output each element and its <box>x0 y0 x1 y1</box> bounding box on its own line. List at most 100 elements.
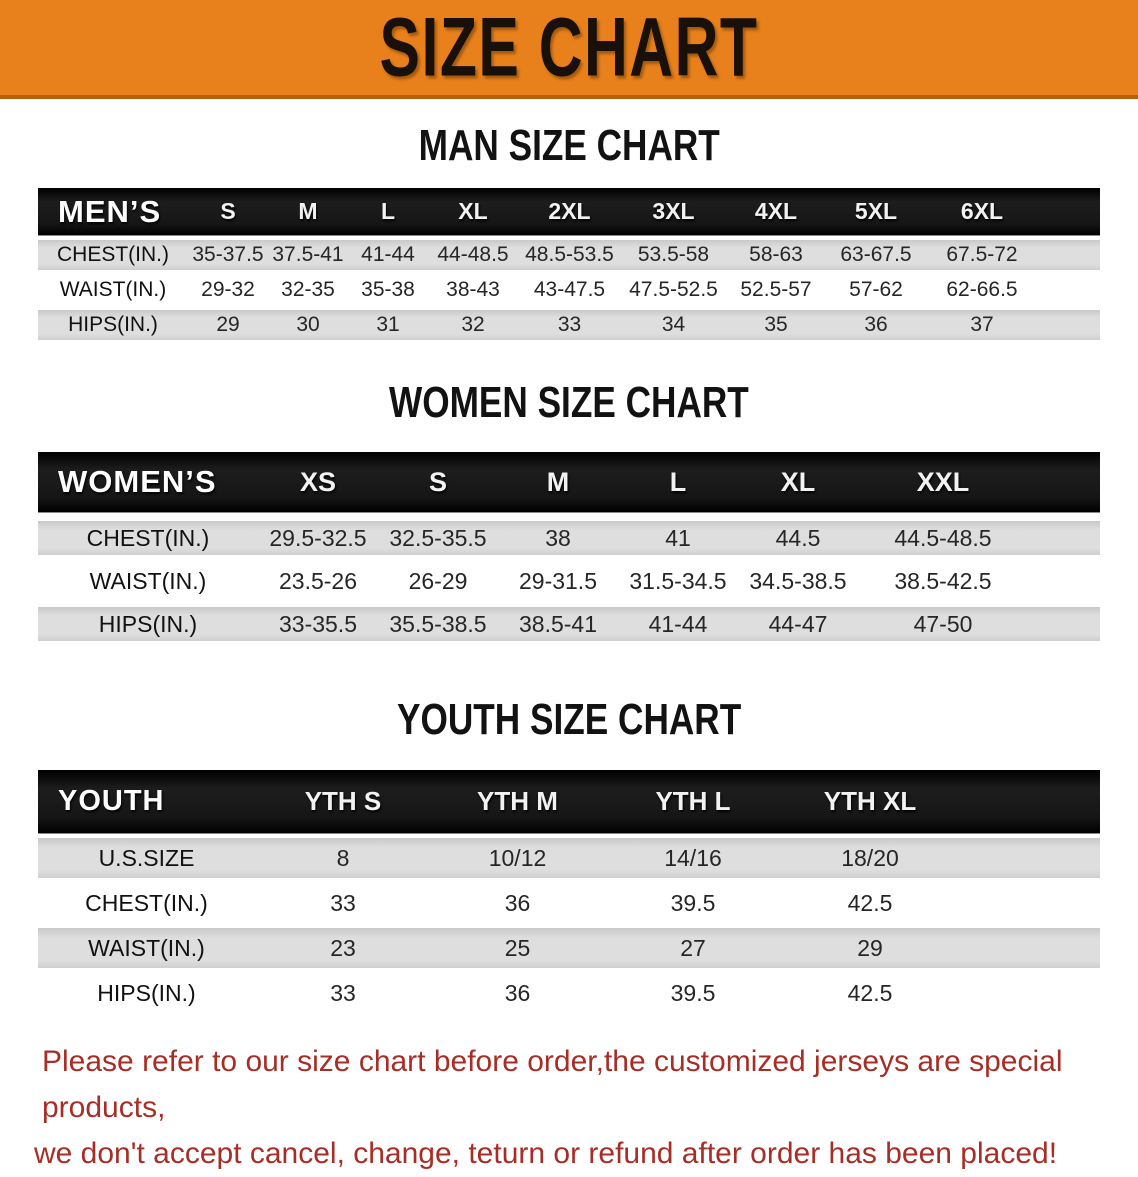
cell-value: 44.5 <box>775 524 821 551</box>
cell-value: 38.5-42.5 <box>894 567 992 594</box>
table-row: WAIST(IN.) 23 25 27 29 <box>38 928 1100 968</box>
women-size-section: WOMEN SIZE CHART WOMEN’S XS S M L XL XXL CHEST… <box>0 381 1138 641</box>
cell-value: 36 <box>864 313 888 336</box>
size-column-header: XXL <box>916 466 970 497</box>
size-column-header: XL <box>458 198 488 224</box>
cell-value: 38.5-41 <box>518 610 597 637</box>
cell-value: 29-31.5 <box>518 567 597 594</box>
cell-value: 26-29 <box>408 567 468 594</box>
table-title-label: WOMEN’S <box>58 464 217 499</box>
cell-value: 30 <box>296 313 320 336</box>
cell-value: 32-35 <box>281 278 335 301</box>
cell-value: 33 <box>330 889 356 916</box>
youth-table-header-bar: YOUTH YTH S YTH M YTH L YTH XL <box>38 770 1100 833</box>
cell-value: 67.5-72 <box>946 243 1018 266</box>
size-column-header: YTH M <box>477 786 558 816</box>
banner-title: SIZE CHART <box>379 0 759 94</box>
cell-value: 44-48.5 <box>437 243 509 266</box>
table-row: U.S.SIZE 8 10/12 14/16 18/20 <box>38 838 1100 878</box>
row-label: WAIST(IN.) <box>89 567 207 594</box>
size-column-header: S <box>428 466 447 497</box>
youth-section-heading: YOUTH SIZE CHART <box>0 698 1138 742</box>
men-section-heading-text: MAN SIZE CHART <box>418 121 720 170</box>
cell-value: 42.5 <box>847 889 893 916</box>
row-label: CHEST(IN.) <box>57 243 169 266</box>
women-size-table: WOMEN’S XS S M L XL XXL CHEST(IN.) 29.5-32.5 32.… <box>38 452 1100 641</box>
cell-value: 37.5-41 <box>272 243 344 266</box>
cell-value: 23.5-26 <box>278 567 357 594</box>
size-column-header: YTH XL <box>823 786 917 816</box>
cell-value: 35-37.5 <box>192 243 264 266</box>
women-section-heading-text: WOMEN SIZE CHART <box>389 378 749 427</box>
men-table-rows: CHEST(IN.) 35-37.5 37.5-41 41-44 44-48.5 48.5… <box>38 240 1100 340</box>
cell-value: 47-50 <box>913 610 973 637</box>
cell-value: 36 <box>504 889 531 916</box>
cell-value: 33 <box>330 979 356 1006</box>
size-column-header: 5XL <box>854 198 898 224</box>
women-table-rows: CHEST(IN.) 29.5-32.5 32.5-35.5 38 41 44.5 44.5… <box>38 521 1100 641</box>
cell-value: 18/20 <box>841 844 899 871</box>
size-column-header: L <box>669 466 687 497</box>
size-column-header: M <box>546 466 570 497</box>
row-label: HIPS(IN.) <box>68 313 158 336</box>
cell-value: 36 <box>504 979 531 1006</box>
table-row: WAIST(IN.) 29-32 32-35 35-38 38-43 43-47.5 47.… <box>38 275 1100 305</box>
cell-value: 63-67.5 <box>840 243 912 266</box>
cell-value: 33-35.5 <box>278 610 357 637</box>
size-column-header: 3XL <box>652 198 695 224</box>
size-column-header: YTH S <box>304 786 382 816</box>
cell-value: 27 <box>680 934 706 961</box>
size-column-header: XL <box>780 466 816 497</box>
cell-value: 25 <box>504 934 531 961</box>
cell-value: 39.5 <box>670 889 716 916</box>
cell-value: 29 <box>857 934 883 961</box>
cell-value: 62-66.5 <box>946 278 1018 301</box>
table-row: HIPS(IN.) 33 36 39.5 42.5 <box>38 973 1100 1013</box>
cell-value: 41-44 <box>648 610 708 637</box>
table-row: CHEST(IN.) 29.5-32.5 32.5-35.5 38 41 44.5 44.5… <box>38 521 1100 555</box>
row-label: WAIST(IN.) <box>88 934 205 961</box>
cell-value: 38-43 <box>446 278 500 301</box>
size-column-header: 2XL <box>548 198 591 224</box>
cell-value: 31.5-34.5 <box>629 567 727 594</box>
cell-value: 41-44 <box>361 243 415 266</box>
men-section-heading: MAN SIZE CHART <box>0 124 1138 168</box>
size-column-header: 6XL <box>960 198 1004 224</box>
men-table-header-bar: MEN’S S M L XL 2XL 3XL 4XL 5XL 6XL <box>38 188 1100 235</box>
size-column-header: 4XL <box>754 198 798 224</box>
cell-value: 35-38 <box>361 278 415 301</box>
cell-value: 38 <box>545 524 571 551</box>
cell-value: 44-47 <box>768 610 828 637</box>
row-label: HIPS(IN.) <box>97 979 196 1006</box>
cell-value: 44.5-48.5 <box>894 524 992 551</box>
table-title-label: YOUTH <box>58 785 165 817</box>
men-size-table: MEN’S S M L XL 2XL 3XL 4XL 5XL 6XL CHEST(IN.) 35-3… <box>38 188 1100 340</box>
footer-notice: Please refer to our size chart before or… <box>0 1039 1138 1177</box>
cell-value: 58-63 <box>749 243 803 266</box>
cell-value: 8 <box>336 844 350 871</box>
cell-value: 32 <box>461 313 485 336</box>
table-row: CHEST(IN.) 35-37.5 37.5-41 41-44 44-48.5 48.5… <box>38 240 1100 270</box>
cell-value: 33 <box>557 313 582 336</box>
cell-value: 29.5-32.5 <box>269 524 367 551</box>
cell-value: 14/16 <box>664 844 722 871</box>
cell-value: 32.5-35.5 <box>389 524 487 551</box>
cell-value: 43-47.5 <box>533 278 606 301</box>
cell-value: 31 <box>376 313 400 336</box>
cell-value: 41 <box>665 524 691 551</box>
cell-value: 34.5-38.5 <box>749 567 847 594</box>
cell-value: 34 <box>661 313 686 336</box>
cell-value: 47.5-52.5 <box>629 278 718 301</box>
banner: SIZE CHART <box>0 0 1138 99</box>
table-row: HIPS(IN.) 33-35.5 35.5-38.5 38.5-41 41-44 44-… <box>38 607 1100 641</box>
men-size-section: MAN SIZE CHART MEN’S S M L XL 2XL 3XL 4XL 5XL 6XL… <box>0 124 1138 340</box>
youth-size-table: YOUTH YTH S YTH M YTH L YTH XL U.S.SIZE 8 10/1… <box>38 770 1100 1013</box>
notice-line-1: Please refer to our size chart before or… <box>42 1045 1063 1124</box>
row-label: WAIST(IN.) <box>59 278 167 301</box>
row-label: U.S.SIZE <box>98 844 195 871</box>
women-table-header-bar: WOMEN’S XS S M L XL XXL <box>38 452 1100 512</box>
table-row: WAIST(IN.) 23.5-26 26-29 29-31.5 31.5-34.5 34… <box>38 564 1100 598</box>
cell-value: 39.5 <box>670 979 716 1006</box>
row-label: CHEST(IN.) <box>85 889 208 916</box>
